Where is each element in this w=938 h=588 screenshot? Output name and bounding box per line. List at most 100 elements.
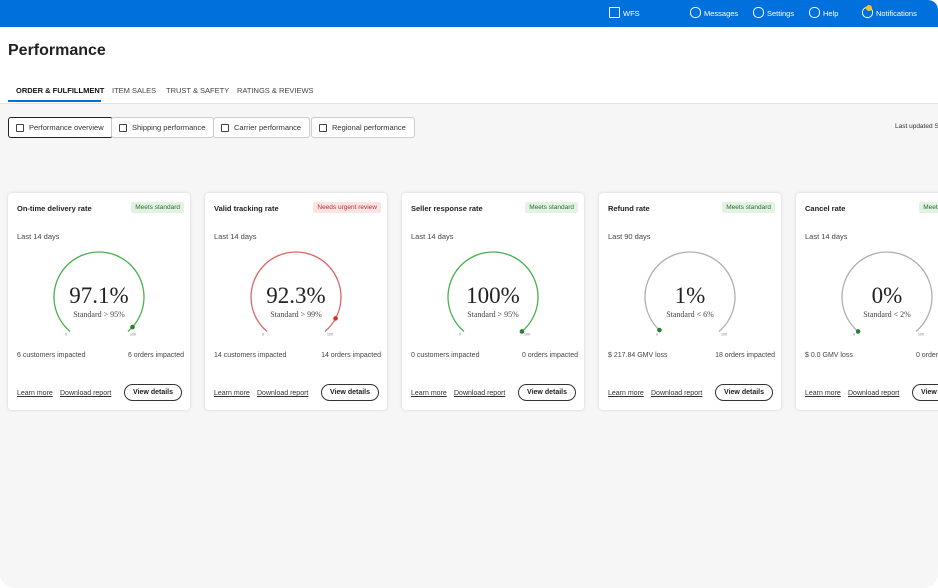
tab[interactable]: ORDER & FULFILLMENT xyxy=(16,86,105,95)
subtab-icon xyxy=(221,124,229,132)
download-report[interactable]: Download report xyxy=(60,390,112,397)
scale-max: 100 xyxy=(721,332,727,336)
nav-item[interactable]: Notifications xyxy=(876,9,917,18)
metric-card: Seller response rate Meets standard Last 1… xyxy=(402,193,584,410)
subtab-icon xyxy=(16,124,24,132)
period-select[interactable]: Last 14 days xyxy=(214,232,257,241)
status-badge: Meets standard xyxy=(722,202,775,213)
download-report[interactable]: Download report xyxy=(257,390,309,397)
gauge-dot xyxy=(333,316,338,321)
period-select[interactable]: Last 14 days xyxy=(805,232,848,241)
period-select[interactable]: Last 90 days xyxy=(608,232,651,241)
gauge-arc xyxy=(447,251,539,332)
period-select[interactable]: Last 14 days xyxy=(411,232,454,241)
gauge-dot xyxy=(855,329,861,334)
nav-item[interactable]: WFS xyxy=(623,9,640,18)
gauge-arc xyxy=(644,251,736,332)
gauge-standard: Standard > 95% xyxy=(73,310,125,319)
subtab-icon xyxy=(119,124,127,132)
subtab[interactable]: Carrier performance xyxy=(213,117,311,138)
notification-badge xyxy=(866,5,872,11)
scale-max: 100 xyxy=(327,332,333,336)
impact-left: $ 217.84 GMV loss xyxy=(608,352,668,359)
tab[interactable]: TRUST & SAFETY xyxy=(166,86,230,95)
impact-left: 0 customers impacted xyxy=(411,352,480,359)
tab[interactable]: ITEM SALES xyxy=(112,86,157,95)
metric-card: Valid tracking rate Needs urgent review La… xyxy=(205,193,387,410)
gauge-value: 100% xyxy=(466,283,520,308)
gauge-value: 97.1% xyxy=(69,283,128,308)
gauge-arc xyxy=(53,251,145,332)
impact-left: 14 customers impacted xyxy=(214,352,287,359)
subtab[interactable]: Regional performance xyxy=(311,117,415,138)
card-title: Seller response rate xyxy=(411,204,483,213)
gauge: 92.3% Standard > 99% 0 100 xyxy=(250,251,342,336)
impact-right: 0 orders impacted xyxy=(915,352,938,359)
nav-item[interactable]: Help xyxy=(823,9,839,18)
learn-more[interactable]: Learn more xyxy=(805,390,841,397)
gauge-standard: Standard < 2% xyxy=(863,310,911,319)
status-badge: Meets standard xyxy=(131,202,184,213)
download-report[interactable]: Download report xyxy=(848,390,900,397)
impact-right: 18 orders impacted xyxy=(715,352,775,359)
last-updated: Last updated Se xyxy=(895,123,938,130)
card-title: Cancel rate xyxy=(805,204,846,213)
gauge: 100% Standard > 95% 0 100 xyxy=(447,251,539,336)
gauge: 0% Standard < 2% 0 100 xyxy=(841,251,933,336)
metric-card: Refund rate Meets standard Last 90 days 1% S… xyxy=(599,193,781,410)
learn-more[interactable]: Learn more xyxy=(608,390,644,397)
gauge-value: 0% xyxy=(872,283,903,308)
download-report[interactable]: Download report xyxy=(651,390,703,397)
top-bar xyxy=(0,0,938,27)
scale-min: 0 xyxy=(656,332,658,336)
learn-more[interactable]: Learn more xyxy=(17,390,53,397)
tab-underline xyxy=(8,100,101,102)
view-details[interactable]: View details xyxy=(715,384,773,401)
gauge-dot xyxy=(657,327,662,333)
gauge-arc xyxy=(841,251,933,332)
page-title: Performance xyxy=(8,42,106,59)
tab[interactable]: RATINGS & REVIEWS xyxy=(237,86,314,95)
card-title: Refund rate xyxy=(608,204,650,213)
impact-right: 0 orders impacted xyxy=(521,352,578,359)
subtab-icon xyxy=(319,124,327,132)
view-details[interactable]: View details xyxy=(912,384,938,401)
view-details[interactable]: View details xyxy=(124,384,182,401)
learn-more[interactable]: Learn more xyxy=(214,390,250,397)
gauge: 97.1% Standard > 95% 0 100 xyxy=(53,251,145,336)
gauge-dot xyxy=(130,324,135,330)
gauge-standard: Standard > 95% xyxy=(467,310,519,319)
gauge-dot xyxy=(519,329,525,334)
nav-icon xyxy=(753,7,764,18)
scale-max: 100 xyxy=(918,332,924,336)
status-badge: Meets standard xyxy=(525,202,578,213)
view-details[interactable]: View details xyxy=(321,384,379,401)
divider xyxy=(0,103,938,104)
nav-item[interactable]: Messages xyxy=(704,9,739,18)
learn-more[interactable]: Learn more xyxy=(411,390,447,397)
impact-right: 14 orders impacted xyxy=(321,352,381,359)
view-details[interactable]: View details xyxy=(518,384,576,401)
period-select[interactable]: Last 14 days xyxy=(17,232,60,241)
status-badge: Needs urgent review xyxy=(313,202,381,213)
gauge: 1% Standard < 6% 0 100 xyxy=(644,251,736,336)
impact-left: 6 customers impacted xyxy=(17,352,86,359)
nav-icon xyxy=(609,7,620,18)
scale-min: 0 xyxy=(262,332,264,336)
gauge-standard: Standard < 6% xyxy=(666,310,714,319)
nav-item[interactable]: Settings xyxy=(767,9,795,18)
metric-card: On-time delivery rate Meets standard Last … xyxy=(8,193,190,410)
status-badge: Meets standard xyxy=(919,202,938,213)
gauge-standard: Standard > 99% xyxy=(270,310,322,319)
nav-icon xyxy=(690,7,701,18)
gauge-value: 92.3% xyxy=(266,283,325,308)
scale-min: 0 xyxy=(65,332,67,336)
scale-min: 0 xyxy=(459,332,461,336)
metric-card: Cancel rate Meets standard Last 14 days 0% S… xyxy=(796,193,938,410)
download-report[interactable]: Download report xyxy=(454,390,506,397)
impact-left: $ 0.0 GMV loss xyxy=(805,352,853,359)
card-title: Valid tracking rate xyxy=(214,204,279,213)
gauge-arc xyxy=(250,251,342,332)
card-title: On-time delivery rate xyxy=(17,204,92,213)
